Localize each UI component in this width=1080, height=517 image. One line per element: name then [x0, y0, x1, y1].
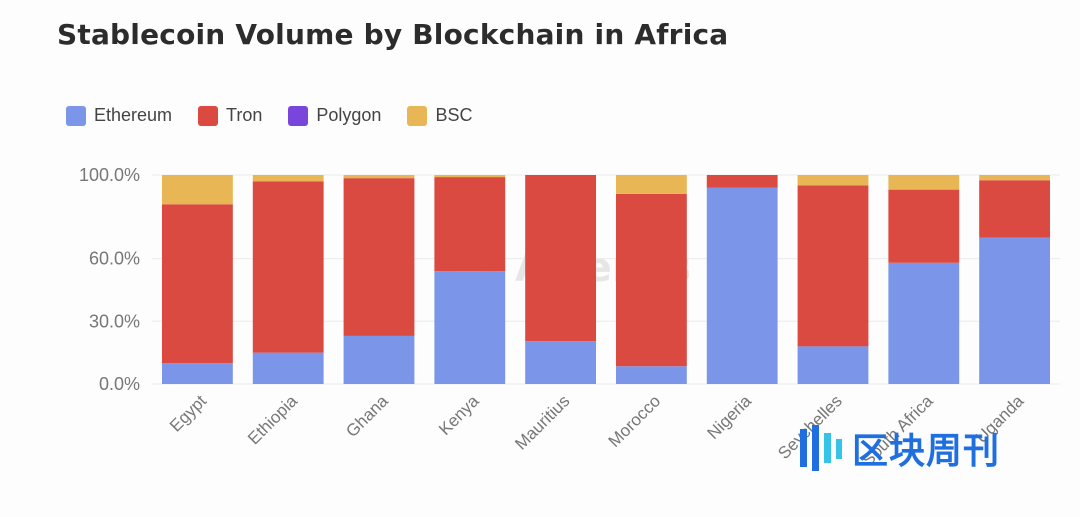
- legend-item-ethereum[interactable]: Ethereum: [66, 105, 172, 126]
- bar-segment-ethereum[interactable]: [252, 352, 324, 384]
- legend-swatch-tron: [198, 105, 219, 126]
- x-tick-label: Nigeria: [704, 391, 756, 443]
- bar-segment-bsc[interactable]: [434, 175, 506, 178]
- bar-segment-bsc[interactable]: [888, 175, 960, 190]
- brand-watermark: 区块周刊: [798, 422, 1000, 474]
- bar-segment-tron[interactable]: [161, 204, 233, 364]
- bar-segment-bsc[interactable]: [252, 175, 324, 182]
- y-tick-label: 0.0%: [99, 374, 140, 394]
- bar-segment-ethereum[interactable]: [797, 346, 869, 384]
- x-tick-label: Egypt: [166, 391, 210, 435]
- legend-item-polygon[interactable]: Polygon: [288, 105, 381, 126]
- legend-label-bsc: BSC: [435, 105, 473, 125]
- brand-logo-icon: [800, 425, 842, 471]
- x-tick-label: Ethiopia: [244, 391, 301, 448]
- bar-segment-tron[interactable]: [434, 177, 506, 272]
- chart-title: Stablecoin Volume by Blockchain in Afric…: [57, 18, 729, 51]
- bar-segment-bsc[interactable]: [343, 175, 415, 179]
- brand-text: 区块周刊: [852, 431, 1001, 472]
- y-tick-label: 100.0%: [79, 165, 140, 185]
- y-tick-label: 30.0%: [89, 311, 140, 331]
- legend-swatch-polygon: [288, 105, 309, 126]
- bar-segment-ethereum[interactable]: [706, 187, 778, 384]
- bar-segment-ethereum[interactable]: [343, 335, 415, 384]
- y-tick-label: 60.0%: [89, 249, 140, 269]
- legend-label-polygon: Polygon: [316, 105, 382, 125]
- legend-swatch-ethereum: [66, 105, 86, 126]
- legend-item-bsc[interactable]: BSC: [407, 105, 472, 126]
- bar-segment-bsc[interactable]: [615, 175, 687, 194]
- legend-label-tron: Tron: [226, 105, 263, 125]
- bar-segment-tron[interactable]: [615, 193, 687, 367]
- bar-segment-tron[interactable]: [252, 181, 324, 353]
- bar-segment-tron[interactable]: [888, 189, 960, 263]
- bar-segment-bsc[interactable]: [161, 175, 233, 205]
- legend-swatch-bsc: [407, 105, 428, 126]
- bar-segment-tron[interactable]: [343, 178, 415, 336]
- bar-segment-ethereum[interactable]: [979, 237, 1051, 384]
- chart-legend: Ethereum Tron Polygon BSC: [66, 105, 472, 126]
- bar-segment-tron[interactable]: [525, 175, 597, 342]
- legend-item-tron[interactable]: Tron: [198, 105, 262, 126]
- bar-segment-tron[interactable]: [797, 185, 869, 347]
- x-tick-label: Mauritius: [511, 391, 573, 453]
- bar-segment-ethereum[interactable]: [615, 366, 687, 384]
- x-tick-label: Kenya: [435, 391, 483, 439]
- x-tick-label: Ghana: [342, 391, 392, 441]
- bar-segment-ethereum[interactable]: [525, 341, 597, 384]
- bar-segment-tron[interactable]: [706, 175, 778, 188]
- bars: [161, 175, 1051, 384]
- bar-segment-bsc[interactable]: [979, 175, 1051, 181]
- bar-segment-ethereum[interactable]: [434, 271, 506, 384]
- bar-segment-bsc[interactable]: [797, 175, 869, 186]
- bar-segment-ethereum[interactable]: [888, 262, 960, 384]
- bar-segment-tron[interactable]: [979, 180, 1051, 238]
- legend-label-ethereum: Ethereum: [94, 105, 173, 125]
- x-tick-label: Morocco: [605, 391, 665, 451]
- bar-segment-ethereum[interactable]: [161, 363, 233, 384]
